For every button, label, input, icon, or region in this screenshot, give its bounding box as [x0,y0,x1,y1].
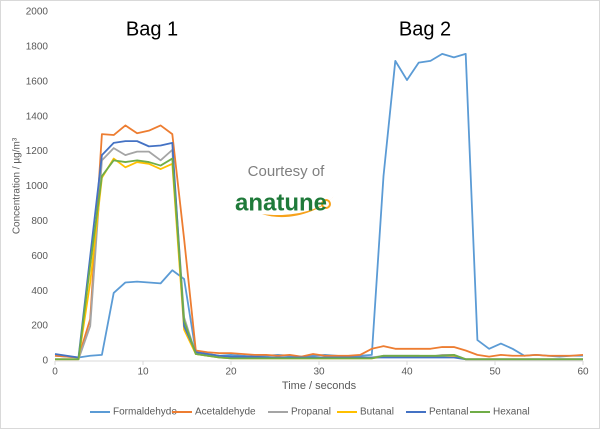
y-tick-label: 1800 [26,42,49,53]
x-tick-label: 50 [489,367,501,378]
annotation: Bag 2 [399,18,451,40]
y-tick-label: 200 [31,321,48,332]
x-tick-label: 60 [577,367,589,378]
series-line [55,157,583,361]
legend-label: Butanal [360,407,394,418]
series-line [54,124,584,359]
legend-label: Acetaldehyde [195,407,256,418]
x-axis-title: Time / seconds [282,380,357,392]
legend-label: Pentanal [429,407,468,418]
legend-label: Hexanal [493,407,530,418]
y-tick-label: 1000 [26,181,49,192]
logo-dot [321,199,331,209]
legend-label: Formaldehyde [113,407,177,418]
y-tick-label: 0 [42,356,48,367]
y-tick-label: 1200 [26,146,49,157]
y-axis-title: Concentration / µg/m³ [12,137,23,234]
legend-label: Propanal [291,407,331,418]
x-tick-label: 30 [313,367,325,378]
x-tick-label: 0 [52,367,58,378]
y-tick-label: 1600 [26,76,49,87]
y-tick-label: 1400 [26,111,49,122]
x-tick-label: 20 [225,367,237,378]
x-tick-label: 10 [137,367,149,378]
annotation: Courtesy of [248,163,326,180]
annotation: Bag 1 [126,18,178,40]
y-tick-label: 600 [31,251,48,262]
x-tick-label: 40 [401,367,413,378]
y-tick-label: 400 [31,286,48,297]
y-tick-label: 800 [31,216,48,227]
y-tick-label: 2000 [26,7,49,18]
annotation: anatune [235,189,327,216]
logo-swoosh [262,196,334,218]
